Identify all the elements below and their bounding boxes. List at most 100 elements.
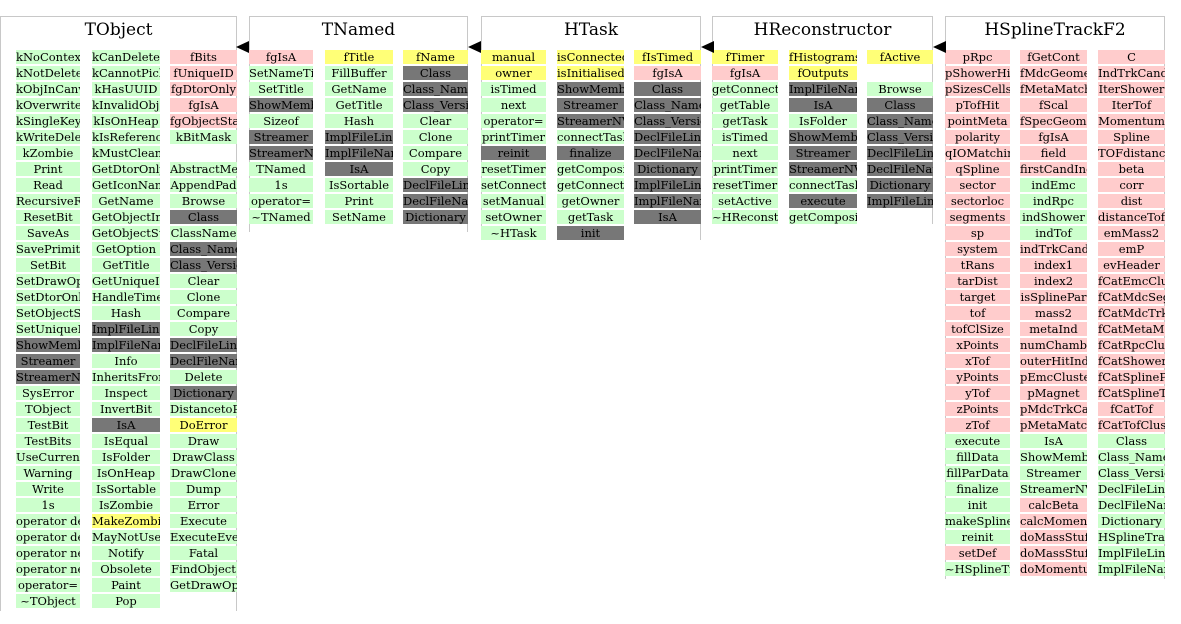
member-cell: InvertBit (92, 402, 160, 416)
member-cell: Read (16, 178, 80, 192)
member-cell: Dictionary (867, 178, 933, 192)
member-cell: fCatTof (1098, 402, 1165, 416)
member-cell: fillParData (945, 466, 1010, 480)
member-cell: setManual (481, 194, 546, 208)
member-cell: sp (945, 226, 1010, 240)
member-cell: operator delete (16, 514, 80, 528)
member-cell: fActive (867, 50, 933, 64)
member-cell: Compare (403, 146, 468, 160)
member-cell: pTofHit (945, 98, 1010, 112)
member-cell: AppendPad (170, 178, 237, 192)
member-cell: DeclFileName (170, 354, 237, 368)
member-cell: DistancetoPrimitive (170, 402, 237, 416)
member-cell: RecursiveRemove (16, 194, 80, 208)
member-cell: yTof (945, 386, 1010, 400)
member-cell: sector (945, 178, 1010, 192)
member-cell: evHeader (1098, 258, 1165, 272)
member-cell: GetDrawOption (170, 578, 237, 592)
member-cell: SetObjectStat (16, 306, 80, 320)
member-cell: getConnections (712, 82, 778, 96)
member-cell: Class_Version (634, 114, 701, 128)
member-cell: doMassStuff (1020, 530, 1087, 544)
member-cell: yPoints (945, 370, 1010, 384)
member-cell: isConnected (557, 50, 624, 64)
member-cell: Class_Version (170, 258, 237, 272)
member-cell: GetObjectStat (92, 226, 160, 240)
member-cell: fSpecGeomPar (1020, 114, 1087, 128)
member-cell: pRpc (945, 50, 1010, 64)
member-cell: ImplFileName (1098, 562, 1165, 576)
member-cell: IsA (789, 98, 857, 112)
member-cell: SetUniqueID (16, 322, 80, 336)
member-cell: Write (16, 482, 80, 496)
member-cell: distanceTof (1098, 210, 1165, 224)
member-cell: fillData (945, 450, 1010, 464)
member-cell: FindObject (170, 562, 237, 576)
member-cell: getTask (557, 210, 624, 224)
member-cell: Execute (170, 514, 237, 528)
member-cell: Class_Name (634, 98, 701, 112)
member-cell: Error (170, 498, 237, 512)
member-cell: execute (789, 194, 857, 208)
member-cell: xPoints (945, 338, 1010, 352)
member-cell: calcBeta (1020, 498, 1087, 512)
member-cell: fCatMdcTrkCand (1098, 306, 1165, 320)
member-cell: IterShower (1098, 82, 1165, 96)
member-cell: TNamed (249, 162, 313, 176)
member-cell: MayNotUse (92, 530, 160, 544)
member-cell: sectorloc (945, 194, 1010, 208)
member-cell: Fatal (170, 546, 237, 560)
member-cell: kIsReferenced (92, 130, 160, 144)
member-cell: getComposite (789, 210, 857, 224)
member-cell: isTimed (712, 130, 778, 144)
member-cell: DoError (170, 418, 237, 432)
member-cell: makeSplinePar (945, 514, 1010, 528)
member-cell: Class (1098, 434, 1165, 448)
member-cell: Hash (325, 114, 393, 128)
member-cell: getTask (712, 114, 778, 128)
member-cell: doMassStuff2 (1020, 546, 1087, 560)
member-cell: ClassName (170, 226, 237, 240)
member-cell: kOverwrite (16, 98, 80, 112)
member-cell: corr (1098, 178, 1165, 192)
member-cell: pMagnet (1020, 386, 1087, 400)
member-cell: Dictionary (403, 210, 468, 224)
member-cell: tarDist (945, 274, 1010, 288)
member-cell: Clone (403, 130, 468, 144)
member-cell: TestBits (16, 434, 80, 448)
member-cell: SetBit (16, 258, 80, 272)
member-cell: ImplFileLine (325, 130, 393, 144)
member-cell: IndTrkCand (1098, 66, 1165, 80)
member-cell: DeclFileLine (170, 338, 237, 352)
member-cell: tRans (945, 258, 1010, 272)
member-cell: kHasUUID (92, 82, 160, 96)
member-cell: fgIsA (170, 98, 237, 112)
member-cell: qSpline (945, 162, 1010, 176)
member-cell: HSplineTrackF2 (1098, 530, 1165, 544)
member-cell: Dictionary (1098, 514, 1165, 528)
member-cell: kNoContextMenu (16, 50, 80, 64)
member-cell: isTimed (481, 82, 546, 96)
member-cell: zPoints (945, 402, 1010, 416)
member-cell: fOutputs (789, 66, 857, 80)
member-cell: Dictionary (634, 162, 701, 176)
member-cell: indRpc (1020, 194, 1087, 208)
member-cell: fCatRpcCluster (1098, 338, 1165, 352)
member-cell: ShowMembers (16, 338, 80, 352)
member-cell: Draw (170, 434, 237, 448)
member-cell: TOFdistance (1098, 146, 1165, 160)
member-cell: indTrkCand (1020, 242, 1087, 256)
member-cell: fCatSplineTrack (1098, 386, 1165, 400)
inheritance-arrow-icon (468, 41, 481, 53)
member-cell: pointMeta (945, 114, 1010, 128)
member-cell: GetTitle (92, 258, 160, 272)
member-cell: SetDrawOption (16, 274, 80, 288)
member-cell: fGetCont (1020, 50, 1087, 64)
member-cell: SavePrimitive (16, 242, 80, 256)
member-cell: connectTask (557, 130, 624, 144)
member-cell: AbstractMethod (170, 162, 237, 176)
member-cell: TObject (16, 402, 80, 416)
member-cell: setDef (945, 546, 1010, 560)
member-cell: finalize (945, 482, 1010, 496)
member-cell: GetOption (92, 242, 160, 256)
